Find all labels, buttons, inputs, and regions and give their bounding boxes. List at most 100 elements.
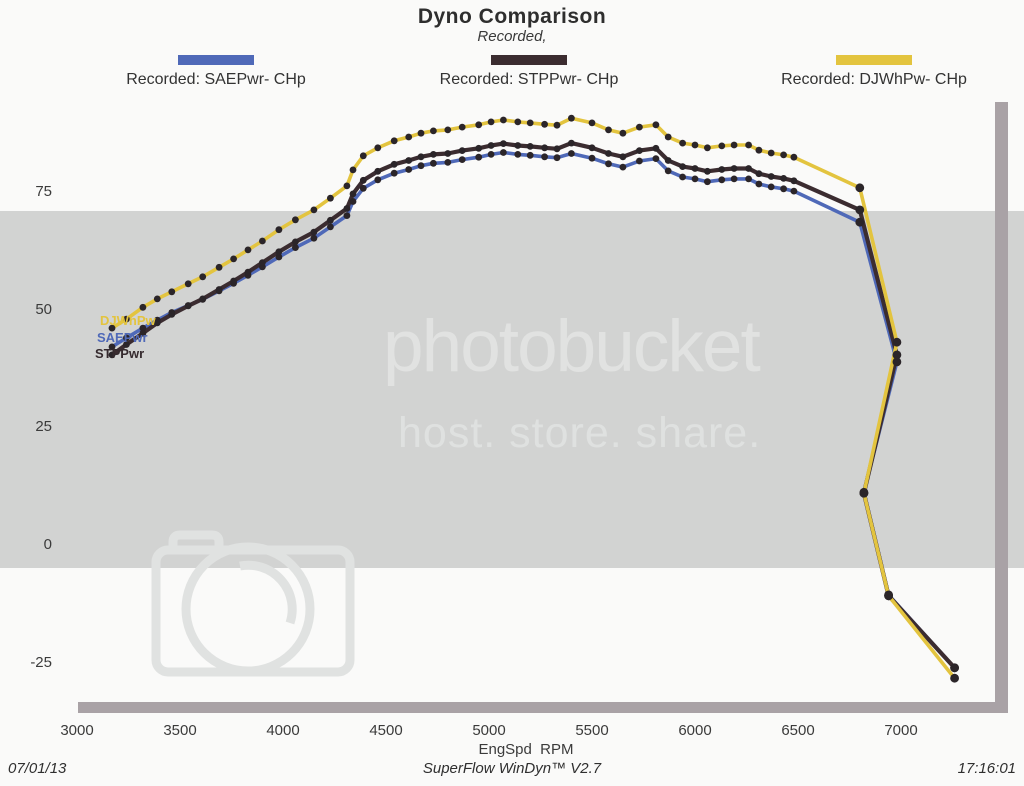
data-point xyxy=(292,238,299,246)
data-point xyxy=(568,150,575,157)
data-point xyxy=(884,591,893,601)
data-point xyxy=(327,194,334,202)
data-point xyxy=(359,152,367,160)
data-point xyxy=(259,237,266,245)
series-line-stppwr-chp xyxy=(110,141,957,670)
data-point xyxy=(950,673,959,683)
data-point xyxy=(780,151,787,159)
data-point xyxy=(184,302,192,310)
data-point xyxy=(704,167,711,175)
data-point xyxy=(636,157,643,165)
data-point xyxy=(275,226,283,234)
legend-label-saepwr: Recorded: SAEPwr- CHp xyxy=(126,71,306,88)
x-axis-title: EngSpd RPM xyxy=(478,741,574,758)
data-point xyxy=(892,350,902,360)
data-point xyxy=(230,255,238,263)
data-point xyxy=(767,183,775,191)
data-point xyxy=(310,206,318,214)
data-point xyxy=(349,166,357,174)
data-point xyxy=(327,223,334,231)
y-tick-label: 0 xyxy=(43,536,52,553)
data-point xyxy=(500,116,507,124)
data-point xyxy=(855,205,865,215)
data-point xyxy=(230,277,238,285)
data-point xyxy=(855,217,865,227)
data-point xyxy=(310,234,318,242)
data-point xyxy=(199,273,207,281)
data-point xyxy=(139,329,147,337)
data-point xyxy=(123,315,130,323)
curve-label-stppwr: STPPwr xyxy=(95,346,145,361)
footer-time: 17:16:01 xyxy=(957,760,1016,777)
data-point xyxy=(605,160,612,168)
data-point xyxy=(275,248,283,256)
data-point xyxy=(359,184,367,192)
data-point xyxy=(541,144,548,152)
footer-app-name: SuperFlow WinDyn™ V2.7 xyxy=(422,760,602,777)
data-point xyxy=(153,295,161,303)
data-point xyxy=(652,144,660,152)
data-point xyxy=(755,180,763,188)
x-tick-label: 6500 xyxy=(781,722,815,739)
legend-item-saepwr: Recorded: SAEPwr- CHp xyxy=(96,55,336,89)
data-point xyxy=(244,268,252,276)
data-point xyxy=(199,295,207,303)
data-point xyxy=(417,129,425,137)
data-point xyxy=(215,286,223,293)
data-point xyxy=(374,144,382,152)
data-point xyxy=(108,343,116,351)
data-point xyxy=(568,114,575,122)
data-point xyxy=(374,167,382,175)
data-point xyxy=(664,167,672,175)
data-point xyxy=(619,163,627,171)
data-point xyxy=(790,153,798,161)
data-point xyxy=(664,133,672,141)
data-point xyxy=(636,147,643,155)
data-point xyxy=(430,159,437,167)
x-tick-label: 4500 xyxy=(369,722,403,739)
data-point xyxy=(755,170,763,178)
data-point xyxy=(349,190,357,198)
legend-item-stppwr: Recorded: STPPwr- CHp xyxy=(409,55,649,89)
data-point xyxy=(691,141,699,149)
data-point xyxy=(790,187,798,195)
data-point xyxy=(652,155,660,163)
x-tick-label: 5000 xyxy=(472,722,506,739)
data-point xyxy=(458,123,466,131)
data-point xyxy=(619,153,627,161)
data-point xyxy=(444,150,452,157)
data-point xyxy=(475,153,483,161)
data-point xyxy=(514,151,522,158)
curve-label-djwhpw: DJWhPw xyxy=(100,313,156,328)
data-point xyxy=(619,129,627,137)
data-point xyxy=(526,119,534,127)
data-point xyxy=(139,324,147,332)
data-point xyxy=(588,144,596,152)
data-point xyxy=(475,144,483,152)
x-tick-label: 5500 xyxy=(575,722,609,739)
data-point xyxy=(487,151,495,158)
watermark-tagline-text: host. store. share. xyxy=(398,409,762,457)
data-point xyxy=(679,163,686,171)
data-point xyxy=(553,121,561,129)
data-point xyxy=(718,166,726,173)
data-point xyxy=(123,334,130,342)
data-point xyxy=(359,176,367,184)
data-point xyxy=(343,182,351,190)
data-point xyxy=(405,133,413,141)
data-point xyxy=(652,121,660,129)
data-point xyxy=(390,160,398,168)
data-point xyxy=(292,244,299,252)
data-point xyxy=(664,157,672,164)
camera-icon xyxy=(151,530,355,677)
plot-frame-bottom xyxy=(78,702,1008,713)
data-point xyxy=(108,324,116,332)
legend-swatch-djwhpw xyxy=(836,55,912,65)
data-point xyxy=(275,253,283,261)
data-point xyxy=(605,126,612,134)
series-line-saepwr-chp xyxy=(111,150,956,670)
data-point xyxy=(327,216,334,224)
data-point xyxy=(718,176,726,184)
data-point xyxy=(184,280,192,288)
